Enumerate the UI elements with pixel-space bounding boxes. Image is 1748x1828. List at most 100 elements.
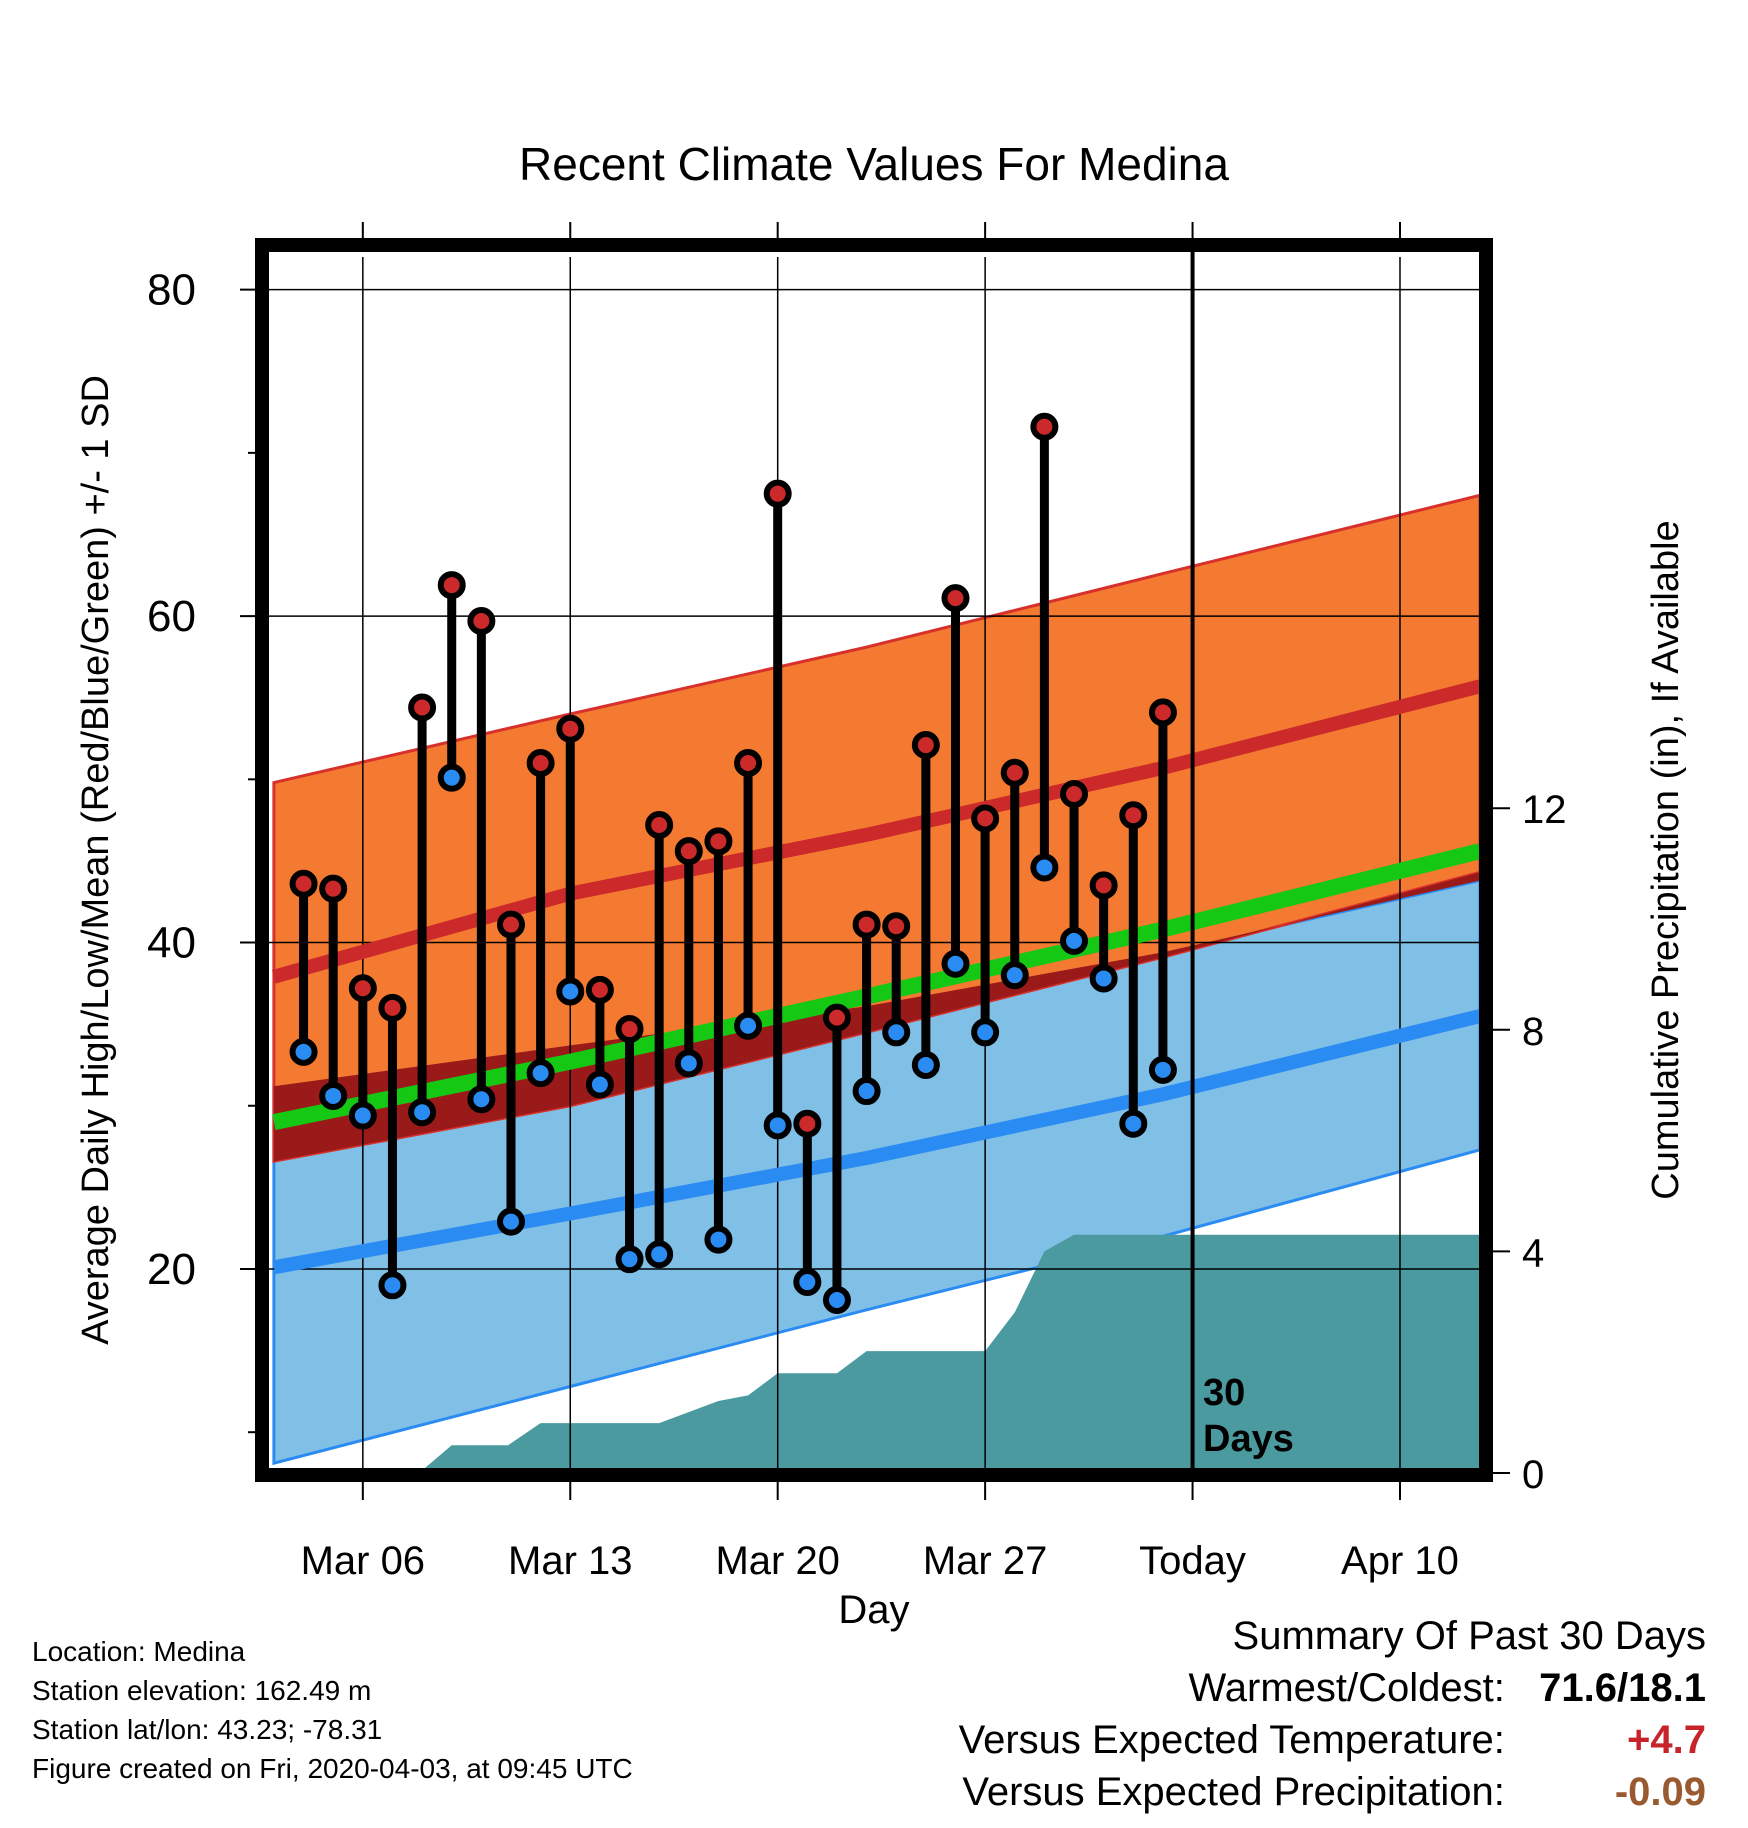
daily-high-point <box>1119 801 1148 830</box>
station-info: Location: Medina Station elevation: 162.… <box>32 1632 633 1788</box>
warmest-row: Warmest/Coldest: 71.6/18.1 <box>959 1662 1707 1714</box>
temp-value: +4.7 <box>1627 1718 1706 1762</box>
daily-low-point <box>763 1111 792 1140</box>
daily-high-point <box>1000 758 1029 787</box>
temp-label: Versus Expected Temperature: <box>958 1718 1505 1762</box>
today-annotation-line2: Days <box>1203 1418 1294 1460</box>
daily-low-point <box>674 1049 703 1078</box>
daily-high-point <box>941 584 970 613</box>
daily-low-point <box>289 1037 318 1066</box>
daily-low-point <box>1060 926 1089 955</box>
daily-low-point <box>437 763 466 792</box>
daily-low-point <box>852 1077 881 1106</box>
precip-value: -0.09 <box>1614 1770 1706 1814</box>
precip-area <box>273 1234 1480 1473</box>
x-tick-label: Mar 06 <box>301 1539 426 1583</box>
summary-panel: Summary Of Past 30 Days Warmest/Coldest:… <box>959 1610 1706 1818</box>
x-tick-label: Mar 13 <box>508 1539 633 1583</box>
daily-high-point <box>645 811 674 840</box>
today-annotation-line1: 30 <box>1203 1372 1245 1414</box>
daily-high-point <box>734 748 763 777</box>
y2-tick-label: 4 <box>1522 1231 1544 1275</box>
daily-high-point <box>496 910 525 939</box>
daily-high-point <box>348 974 377 1003</box>
daily-high-point <box>615 1015 644 1044</box>
normal-high-line <box>272 679 1480 984</box>
y-tick-label: 40 <box>147 919 196 968</box>
plot-frame <box>255 238 1493 1482</box>
chart-title: Recent Climate Values For Medina <box>519 138 1229 190</box>
daily-low-point <box>941 949 970 978</box>
x-tick-label: Today <box>1139 1539 1246 1583</box>
daily-low-point <box>734 1011 763 1040</box>
daily-low-point <box>911 1050 940 1079</box>
daily-low-point <box>1000 961 1029 990</box>
normal-low-line <box>272 1009 1480 1275</box>
daily-low-point <box>556 977 585 1006</box>
daily-low-point <box>1030 853 1059 882</box>
precip-label: Versus Expected Precipitation: <box>962 1770 1505 1814</box>
daily-high-point <box>408 693 437 722</box>
daily-low-point <box>585 1070 614 1099</box>
y-axis-label: Average Daily High/Low/Mean (Red/Blue/Gr… <box>75 375 117 1345</box>
latlon-text: Station lat/lon: 43.23; -78.31 <box>32 1714 383 1745</box>
daily-high-point <box>763 479 792 508</box>
warmest-value: 71.6/18.1 <box>1539 1666 1706 1710</box>
daily-high-point <box>1148 698 1177 727</box>
daily-high-point <box>704 827 733 856</box>
daily-low-point <box>793 1268 822 1297</box>
daily-low-point <box>1119 1109 1148 1138</box>
daily-low-point <box>467 1085 496 1114</box>
daily-high-point <box>822 1003 851 1032</box>
y-tick-label: 80 <box>147 266 196 315</box>
today-annotation: 30 Days <box>1203 1372 1294 1460</box>
daily-high-point <box>911 731 940 760</box>
daily-high-point <box>882 912 911 941</box>
summary-heading: Summary Of Past 30 Days <box>1232 1614 1706 1658</box>
band-overlap <box>273 872 1480 1162</box>
y-tick-label: 60 <box>147 592 196 641</box>
warmest-label: Warmest/Coldest: <box>1188 1666 1505 1710</box>
daily-low-point <box>615 1245 644 1274</box>
daily-high-point <box>378 993 407 1022</box>
daily-low-point <box>348 1101 377 1130</box>
daily-low-point <box>1089 964 1118 993</box>
daily-high-point <box>793 1109 822 1138</box>
daily-low-point <box>822 1285 851 1314</box>
elevation-text: Station elevation: 162.49 m <box>32 1675 372 1706</box>
daily-low-point <box>882 1018 911 1047</box>
daily-low-point <box>971 1018 1000 1047</box>
created-text: Figure created on Fri, 2020-04-03, at 09… <box>32 1753 633 1784</box>
daily-high-point <box>971 804 1000 833</box>
location-text: Location: Medina <box>32 1636 246 1667</box>
daily-high-point <box>319 874 348 903</box>
daily-high-point <box>585 975 614 1004</box>
daily-high-point <box>674 837 703 866</box>
daily-low-point <box>496 1207 525 1236</box>
daily-high-point <box>556 714 585 743</box>
daily-low-point <box>1148 1055 1177 1084</box>
daily-high-point <box>526 748 555 777</box>
daily-high-point <box>1089 871 1118 900</box>
y2-tick-label: 8 <box>1522 1010 1544 1054</box>
x-tick-label: Apr 10 <box>1341 1539 1459 1583</box>
daily-high-point <box>852 910 881 939</box>
daily-high-point <box>467 606 496 635</box>
daily-high-point <box>437 571 466 600</box>
y2-tick-label: 0 <box>1522 1453 1544 1497</box>
daily-low-point <box>319 1081 348 1110</box>
daily-low-point <box>408 1098 437 1127</box>
plot-area <box>268 257 1480 1473</box>
temp-row: Versus Expected Temperature: +4.7 <box>959 1714 1706 1766</box>
daily-high-point <box>1060 779 1089 808</box>
y2-tick-label: 12 <box>1522 788 1567 832</box>
data-markers <box>289 412 1177 1314</box>
daily-low-point <box>378 1271 407 1300</box>
x-tick-label: Mar 20 <box>715 1539 840 1583</box>
y-tick-label: 20 <box>147 1245 196 1294</box>
daily-high-point <box>1030 412 1059 441</box>
daily-low-point <box>704 1225 733 1254</box>
precip-row: Versus Expected Precipitation: -0.09 <box>959 1766 1706 1818</box>
y2-axis-label: Cumulative Precipitation (in), If Availa… <box>1645 520 1687 1199</box>
